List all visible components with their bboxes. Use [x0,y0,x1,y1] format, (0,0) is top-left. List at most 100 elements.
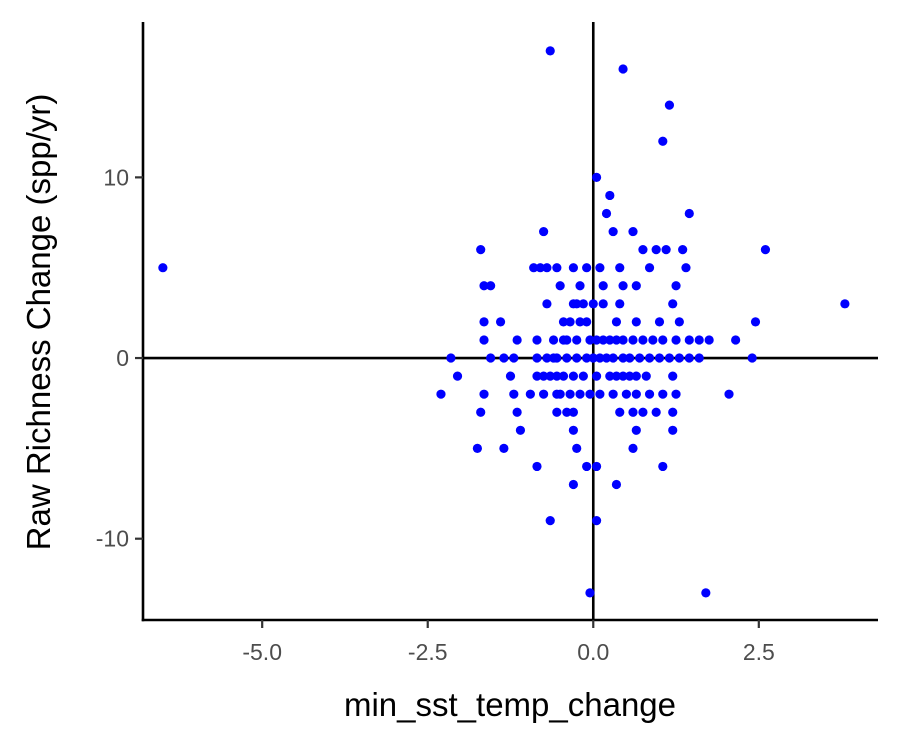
data-point [591,172,602,182]
data-point [552,371,562,381]
data-point [601,208,612,219]
data-point [532,353,542,363]
data-point [671,335,681,345]
data-point [512,407,522,417]
data-point [436,389,446,399]
data-point [668,407,678,417]
data-point [658,389,668,399]
data-point [651,407,661,417]
data-point [499,353,509,363]
data-point [605,190,615,201]
data-point [760,245,771,255]
data-point [668,299,678,309]
data-point [585,389,595,399]
data-point [472,443,482,453]
data-point [568,425,579,435]
data-point [495,317,506,327]
data-point [615,299,625,309]
data-point [628,443,638,453]
data-point [681,263,691,273]
data-point [545,46,555,56]
data-point [479,281,489,291]
axes [141,22,878,622]
data-point [618,64,628,74]
data-point [750,317,761,327]
data-point [605,335,615,345]
data-point [572,335,582,345]
data-point [591,371,602,381]
x-axis-title: min_sst_temp_change [344,686,676,723]
data-point [539,389,549,399]
data-point [568,407,579,417]
data-point [625,371,635,381]
data-point [578,371,588,381]
data-point [572,299,582,309]
data-point [674,317,684,327]
data-point [595,389,605,399]
data-point [591,335,602,345]
data-point [651,245,661,255]
y-tick-label: -10 [96,526,129,552]
data-point [562,407,572,417]
data-point [654,317,665,327]
data-point [542,353,552,363]
data-point [668,425,678,435]
data-point [479,389,489,399]
data-point [615,407,625,417]
x-tick-label: 2.5 [743,639,775,665]
data-point [542,299,552,309]
data-point [840,299,850,309]
data-point [558,317,569,327]
data-point [582,461,592,472]
data-point [532,371,542,381]
data-point [611,479,622,490]
data-point [631,371,641,381]
data-point [572,443,582,453]
data-point [635,353,645,363]
data-point [552,407,562,417]
x-tick-label: 0.0 [577,639,609,665]
data-point [509,353,519,363]
data-point [747,353,757,363]
data-point [694,335,704,345]
data-point [476,245,486,255]
data-point [539,371,549,381]
data-point [701,588,711,598]
data-point [452,371,463,381]
data-point [512,335,522,345]
data-point [595,353,605,363]
data-point [582,317,592,327]
data-point [661,245,671,255]
data-point [558,371,569,381]
data-point [731,335,741,345]
data-point [582,353,592,363]
data-point [479,335,489,345]
data-point [575,317,585,327]
data-point [644,353,655,363]
data-point [588,353,598,363]
data-point [668,371,678,381]
data-point [539,226,549,237]
y-tick-label: 10 [103,164,129,190]
data-point [674,353,684,363]
data-point [618,281,628,291]
y-axis-title: Raw Richness Change (spp/yr) [20,94,57,551]
data-point [658,461,668,472]
data-point [505,371,516,381]
data-point [568,479,579,490]
data-point [562,353,572,363]
data-point [684,353,694,363]
data-point [694,353,704,363]
data-point [545,371,555,381]
data-point [532,461,542,472]
data-point [585,335,595,345]
x-tick-label: -2.5 [408,639,448,665]
tick-labels: -5.0 -2.5 0.0 2.5 -10 0 10 [96,164,775,665]
data-point [575,389,585,399]
data-point [618,353,628,363]
data-point [158,263,168,273]
data-point [654,353,665,363]
data-point [509,389,519,399]
data-point [568,371,579,381]
